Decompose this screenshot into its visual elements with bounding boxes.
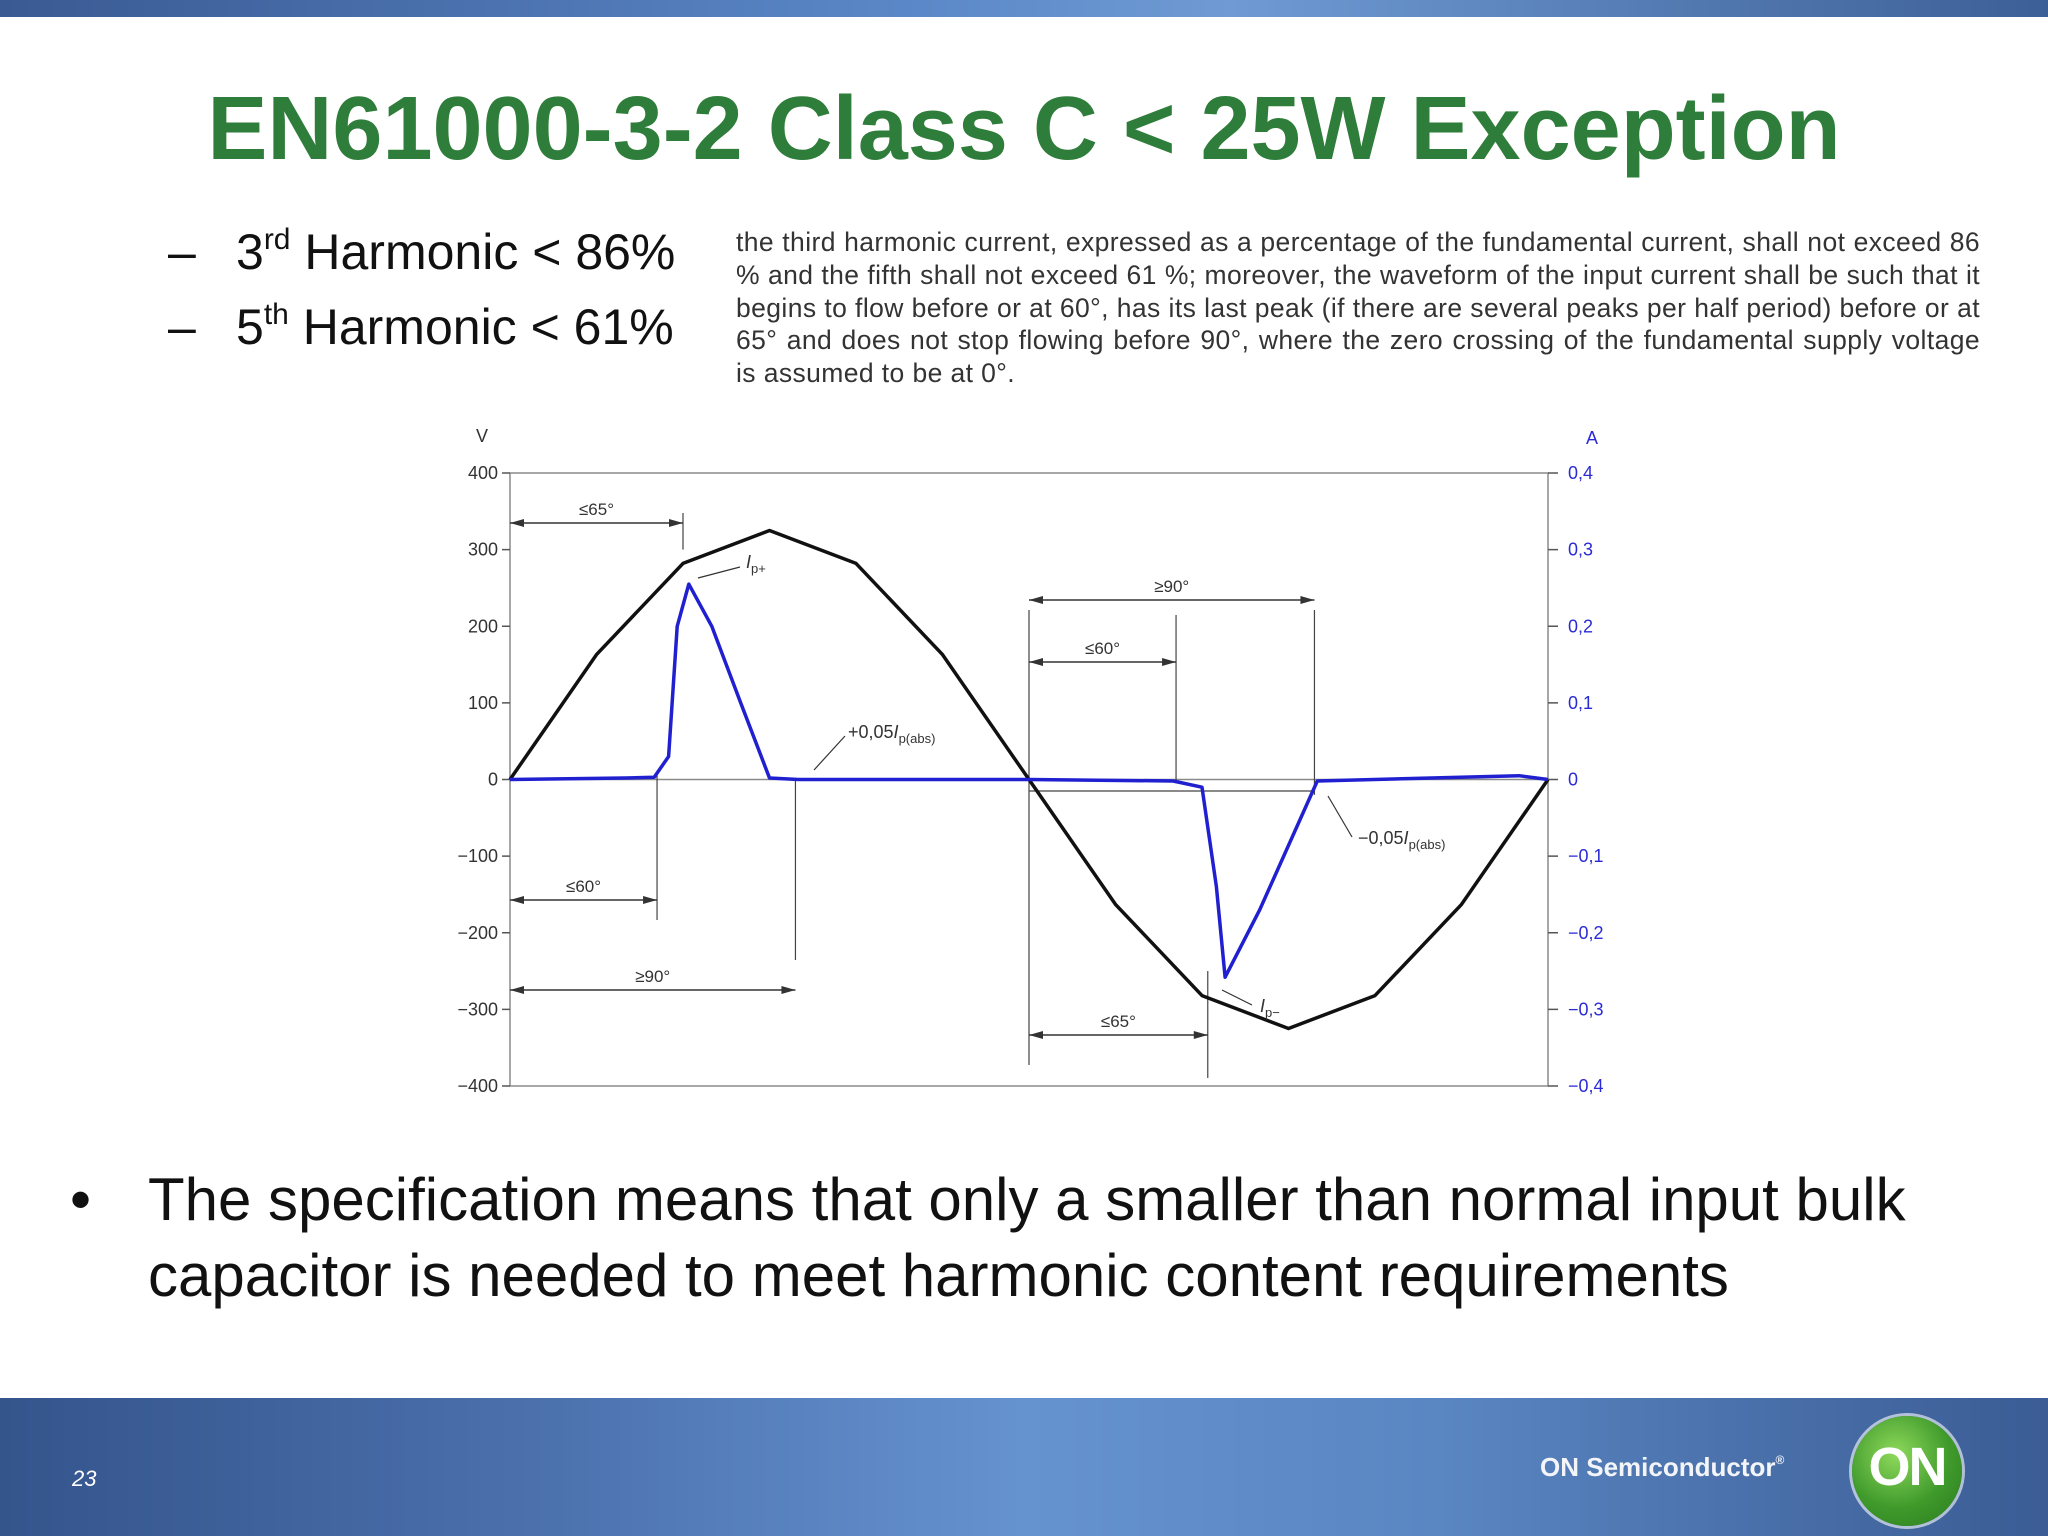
ip-plus-leader — [697, 566, 741, 579]
right-tick-label: 0,1 — [1568, 693, 1593, 713]
right-axis-unit: A — [1586, 428, 1598, 448]
left-tick-label: −400 — [457, 1076, 498, 1096]
label-subscript: p(abs) — [1409, 837, 1446, 852]
list-item: –3rd Harmonic < 86% — [168, 222, 675, 297]
waveform-chart-svg: 400 300 200 100 0 −100 −200 −300 −400 V 0,4 0,3 0,2 0… — [457, 426, 1604, 1096]
dimension-arrowhead-right — [1193, 1031, 1208, 1039]
dimension-arrowhead-right — [1300, 596, 1315, 604]
ordinal-suffix: th — [263, 298, 289, 331]
dash-marker: – — [168, 299, 196, 355]
label-symbol: I — [746, 552, 751, 572]
standard-excerpt: the third harmonic current, expressed as… — [736, 227, 1980, 389]
ip-minus-label: Ip− — [1260, 996, 1280, 1020]
left-tick-label: 400 — [468, 463, 498, 483]
right-tick-label: −0,4 — [1568, 1076, 1604, 1096]
dash-marker: – — [168, 224, 196, 280]
right-tick-label: −0,2 — [1568, 923, 1604, 943]
right-tick-label: −0,3 — [1568, 999, 1604, 1019]
ordinal-suffix: rd — [263, 223, 291, 256]
bullet-dot-icon: • — [70, 1166, 92, 1233]
right-tick-label: 0,2 — [1568, 616, 1593, 636]
bullet-text: The specification means that only a smal… — [148, 1166, 1906, 1309]
dimension-arrowhead-right — [669, 519, 683, 527]
footer-bar: 23 ON Semiconductor® ON — [0, 1398, 2048, 1536]
list-item: –5th Harmonic < 61% — [168, 297, 675, 372]
left-tick-label: −300 — [457, 999, 498, 1019]
label-prefix: +0,05 — [848, 722, 894, 742]
label-symbol: I — [894, 722, 899, 742]
page-number: 23 — [72, 1466, 97, 1491]
harmonic-limit-text: Harmonic < 86% — [290, 224, 676, 280]
dimension-label: ≤60° — [566, 877, 601, 896]
left-tick-label: 0 — [488, 770, 498, 790]
harmonic-limit-text: Harmonic < 61% — [288, 299, 674, 355]
slide-title: EN61000-3-2 Class C < 25W Exception — [207, 79, 1841, 179]
right-tick-label: 0 — [1568, 770, 1578, 790]
left-tick-label: −200 — [457, 923, 498, 943]
dimension-label: ≤65° — [579, 500, 614, 519]
label-subscript: p+ — [751, 561, 766, 576]
neg-threshold-leader — [1327, 795, 1353, 838]
label-subscript: p(abs) — [899, 731, 936, 746]
company-name-text: ON Semiconductor — [1540, 1452, 1776, 1482]
label-prefix: −0,05 — [1358, 828, 1404, 848]
label-symbol: I — [1260, 996, 1265, 1016]
dimension-arrowhead-left — [1029, 596, 1043, 604]
label-subscript: p− — [1265, 1005, 1280, 1020]
dimension-arrowhead-right — [1162, 658, 1177, 666]
company-name: ON Semiconductor® — [1540, 1452, 1784, 1483]
ip-plus-label: Ip+ — [746, 552, 766, 576]
top-accent-bar — [0, 0, 2048, 17]
dimension-label: ≥90° — [635, 967, 670, 986]
on-logo-icon: ON — [1852, 1416, 1962, 1526]
pos-threshold-label: +0,05Ip(abs) — [848, 722, 935, 746]
dimension-label: ≤60° — [1085, 639, 1120, 658]
ip-minus-leader — [1221, 989, 1253, 1006]
dimension-arrowhead-right — [643, 896, 658, 904]
dimension-arrowhead-left — [1029, 1031, 1043, 1039]
label-symbol: I — [1404, 828, 1409, 848]
dimension-arrowhead-left — [510, 519, 524, 527]
right-tick-label: 0,4 — [1568, 463, 1593, 483]
neg-threshold-label: −0,05Ip(abs) — [1358, 828, 1445, 852]
harmonic-number: 3 — [236, 224, 264, 280]
left-tick-label: 100 — [468, 693, 498, 713]
left-tick-label: −100 — [457, 846, 498, 866]
harmonic-limits-list: –3rd Harmonic < 86% –5th Harmonic < 61% — [168, 222, 675, 372]
dimension-arrowhead-left — [510, 986, 524, 994]
left-tick-label: 200 — [468, 616, 498, 636]
dimension-arrowhead-right — [781, 986, 796, 994]
logo-text: ON — [1868, 1437, 1948, 1497]
dimension-label: ≥90° — [1154, 577, 1189, 596]
harmonic-number: 5 — [236, 299, 264, 355]
current-series-line — [509, 582, 1549, 979]
registered-mark: ® — [1775, 1453, 1785, 1467]
right-tick-label: 0,3 — [1568, 540, 1593, 560]
right-tick-label: −0,1 — [1568, 846, 1604, 866]
pos-threshold-leader — [813, 735, 846, 771]
waveform-chart: 400 300 200 100 0 −100 −200 −300 −400 V 0,4 0,3 0,2 0… — [430, 420, 1650, 1120]
dimension-label: ≤65° — [1101, 1012, 1136, 1031]
left-axis-unit: V — [476, 426, 488, 446]
dimension-arrowhead-left — [1029, 658, 1043, 666]
dimension-arrowhead-left — [510, 896, 524, 904]
left-tick-label: 300 — [468, 540, 498, 560]
